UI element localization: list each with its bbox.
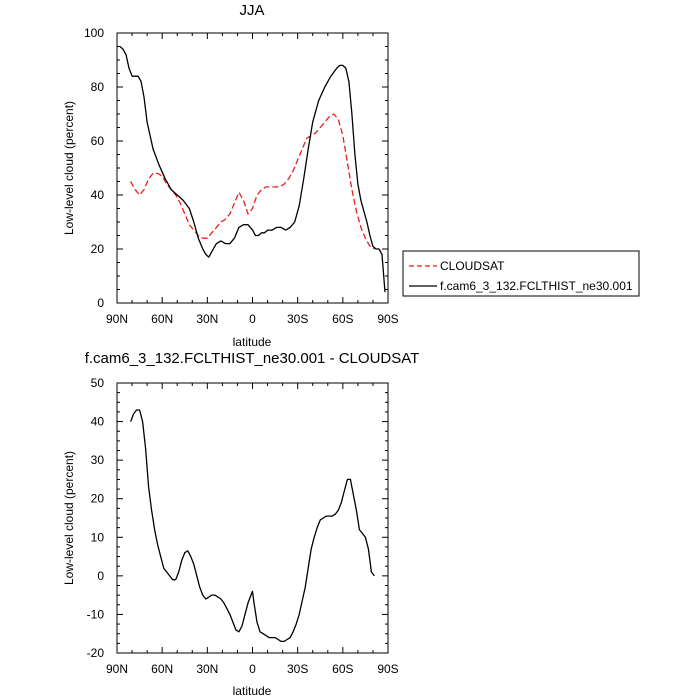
top-panel-frame: [116, 32, 389, 304]
top-panel-xtick-label: 60N: [151, 312, 173, 326]
bottom-panel-ytick-label: -20: [87, 646, 105, 660]
bottom-panel-xtick-label: 30N: [196, 662, 218, 676]
top-panel-xtick-label: 30N: [196, 312, 218, 326]
bottom-panel-ytick-label: 40: [91, 415, 105, 429]
legend: CLOUDSAT f.cam6_3_132.FCLTHIST_ne30.001: [402, 250, 640, 297]
top-panel-xtick-label: 0: [249, 312, 256, 326]
top-panel-ytick-label: 40: [91, 188, 105, 202]
bottom-panel-xtick-label: 90N: [106, 662, 128, 676]
bottom-panel-ticks: 90N 60N 30N 0 30S 60S 90S -20 -10 0 10 20 30 40 50: [87, 376, 399, 676]
bottom-panel-xtick-label: 0: [249, 662, 256, 676]
bottom-panel-xtick-label: 60S: [332, 662, 353, 676]
top-panel-title: JJA: [239, 2, 264, 19]
top-panel-series: [119, 46, 386, 293]
top-panel-ytick-label: 80: [91, 80, 105, 94]
top-panel-xtick-label: 60S: [332, 312, 353, 326]
top-panel: JJA Low-level cloud (percent) latitude 9…: [62, 2, 399, 349]
bottom-panel-title: f.cam6_3_132.FCLTHIST_ne30.001 - CLOUDSA…: [85, 350, 420, 367]
bottom-panel-xtick-label: 90S: [377, 662, 398, 676]
top-panel-ytick-label: 100: [84, 26, 104, 40]
top-panel-xtick-label: 90S: [377, 312, 398, 326]
top-panel-ticks: 90N 60N 30N 0 30S 60S 90S 0 20 40 60 80 100: [84, 26, 399, 326]
bottom-panel-series: [129, 409, 375, 643]
top-panel-xtick-label: 30S: [287, 312, 308, 326]
bottom-panel: f.cam6_3_132.FCLTHIST_ne30.001 - CLOUDSA…: [62, 350, 419, 698]
legend-box: [402, 250, 640, 297]
legend-label-cloudsat: CLOUDSAT: [440, 259, 505, 273]
top-panel-ytick-label: 0: [97, 296, 104, 310]
top-panel-xtick-label: 90N: [106, 312, 128, 326]
bottom-panel-xtick-label: 30S: [287, 662, 308, 676]
top-panel-series-line-1: [119, 46, 386, 293]
top-panel-ylabel: Low-level cloud (percent): [62, 101, 76, 235]
bottom-panel-frame: [116, 382, 389, 654]
bottom-panel-ytick-label: -10: [87, 607, 105, 621]
bottom-panel-ytick-label: 0: [97, 569, 104, 583]
bottom-panel-ytick-label: 10: [91, 530, 105, 544]
bottom-panel-ytick-label: 50: [91, 376, 105, 390]
bottom-panel-ylabel: Low-level cloud (percent): [62, 451, 76, 585]
top-panel-ytick-label: 20: [91, 242, 105, 256]
top-panel-ytick-label: 60: [91, 134, 105, 148]
legend-label-model: f.cam6_3_132.FCLTHIST_ne30.001: [440, 279, 633, 293]
top-panel-xlabel: latitude: [233, 335, 272, 349]
bottom-panel-series-line-0: [129, 409, 375, 643]
bottom-panel-xtick-label: 60N: [151, 662, 173, 676]
bottom-panel-ytick-label: 20: [91, 492, 105, 506]
bottom-panel-ytick-label: 30: [91, 453, 105, 467]
bottom-panel-xlabel: latitude: [233, 684, 272, 698]
